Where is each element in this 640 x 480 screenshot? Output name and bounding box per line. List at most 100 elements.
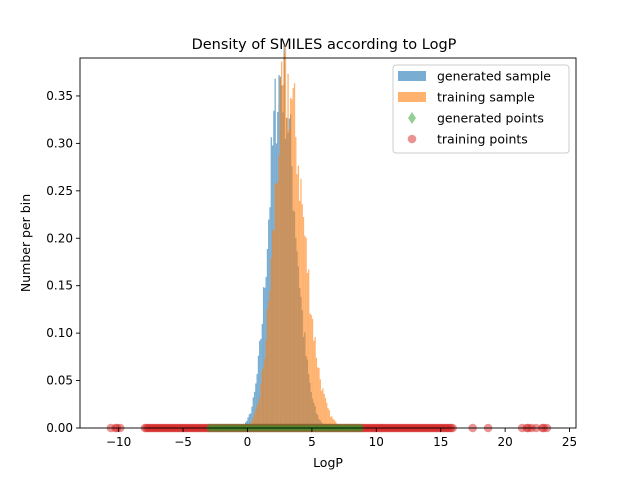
generated-sample-bar (260, 338, 262, 428)
training-sample-bar (287, 73, 289, 428)
training-sample-bar (311, 318, 314, 428)
legend-label: generated points (437, 111, 544, 126)
training-sample-bar (300, 178, 302, 428)
generated-sample-bar (262, 287, 265, 428)
legend-patch (398, 92, 426, 102)
generated-sample-bar (264, 287, 266, 428)
y-tick-label: 0.10 (46, 326, 73, 340)
generated-sample-bar (248, 414, 251, 428)
training-sample-bar (296, 174, 298, 428)
training-sample-bar (277, 182, 279, 428)
training-sample-bar (282, 84, 284, 428)
legend-marker (408, 112, 416, 124)
training-sample-bar (269, 290, 271, 428)
training-sample-bar (317, 367, 319, 428)
training-sample-bar (305, 237, 307, 428)
training-sample-bar (275, 183, 278, 428)
y-tick-label: 0.05 (46, 374, 73, 388)
y-tick-label: 0.20 (46, 231, 73, 245)
training-sample-bar (253, 413, 256, 428)
training-sample-bar (324, 398, 327, 428)
training-sample-bar (262, 367, 265, 428)
y-tick-label: 0.00 (46, 421, 73, 435)
training-sample-bar (283, 53, 285, 428)
x-tick-label: −10 (106, 435, 131, 449)
training-sample-bar (299, 200, 301, 428)
training-sample-bar (301, 204, 303, 428)
x-tick-label: 20 (498, 435, 513, 449)
x-tick-label: 0 (244, 435, 252, 449)
training-sample-bar (289, 98, 292, 428)
training-sample-bar (314, 337, 316, 428)
training-sample-bar (302, 217, 305, 428)
x-tick-label: 5 (308, 435, 316, 449)
x-tick-label: 25 (562, 435, 577, 449)
training-sample-bar (293, 83, 296, 428)
generated-sample-bar (256, 374, 258, 428)
legend: generated sample training sample generated… (392, 64, 570, 154)
generated-sample-bar (247, 417, 249, 428)
training-sample-bar (255, 409, 257, 428)
generated-sample-bar (255, 383, 257, 428)
training-sample-bar (288, 128, 290, 428)
training-sample-bar (286, 117, 288, 429)
training-sample-bar (252, 417, 254, 428)
y-tick-label: 0.35 (46, 89, 73, 103)
training-sample-bar (295, 136, 297, 428)
generated-sample-bar (251, 406, 253, 428)
generated-sample-bar (252, 397, 254, 428)
training-sample-bar (297, 165, 300, 428)
y-tick-label: 0.25 (46, 184, 73, 198)
training-sample-bar (310, 314, 312, 428)
training-sample-bar (291, 99, 293, 428)
training-sample-bar (328, 410, 330, 428)
generated-sample-bar (253, 391, 256, 428)
x-tick-label: 10 (369, 435, 384, 449)
legend-marker (407, 134, 417, 144)
training-sample-bar (308, 269, 310, 428)
training-sample-bar (329, 416, 332, 428)
legend-patch (398, 71, 426, 81)
training-sample-bar (331, 416, 333, 428)
y-axis-label: Number per bin (18, 194, 33, 292)
training-sample-bar (320, 390, 323, 428)
training-sample-bar (261, 370, 263, 428)
chart-title: Density of SMILES according to LogP (192, 37, 457, 53)
training-sample-bars (244, 44, 343, 429)
training-sample-bar (278, 155, 280, 429)
generated-sample-bar (257, 355, 260, 428)
training-sample-bar (265, 340, 267, 428)
generated-sample-bar (250, 413, 252, 428)
x-tick-label: 15 (433, 435, 448, 449)
y-tick-label: 0.30 (46, 136, 73, 150)
training-sample-bar (319, 379, 321, 428)
training-sample-bar (268, 301, 270, 428)
axes: −10 −5 0 5 10 15 20 25 0.00 0.05 0.10 0.15 0.20 0.25 0… (46, 57, 577, 449)
training-sample-bar (260, 383, 262, 428)
generated-sample-bar (259, 340, 261, 428)
training-sample-bar (274, 183, 276, 428)
training-sample-bar (259, 397, 261, 428)
training-sample-bar (306, 272, 309, 428)
training-sample-bar (332, 418, 334, 428)
y-tick-label: 0.15 (46, 279, 73, 293)
x-axis-label: LogP (313, 455, 343, 470)
training-sample-bar (271, 229, 274, 428)
training-sample-bar (264, 358, 266, 428)
training-sample-bar (292, 88, 294, 429)
training-sample-bar (279, 78, 281, 429)
training-sample-bar (284, 44, 287, 428)
training-sample-bar (323, 393, 325, 428)
x-tick-label: −5 (174, 435, 192, 449)
training-sample-bar (327, 408, 329, 428)
training-sample-bar (322, 388, 324, 428)
legend-label: training points (437, 132, 528, 147)
training-sample-bar (309, 313, 311, 428)
training-sample-bar (326, 402, 328, 428)
training-sample-bar (256, 405, 258, 428)
legend-box (392, 64, 570, 154)
training-sample-bar (315, 357, 318, 428)
training-sample-bar (304, 235, 306, 428)
legend-label: training sample (437, 90, 535, 105)
